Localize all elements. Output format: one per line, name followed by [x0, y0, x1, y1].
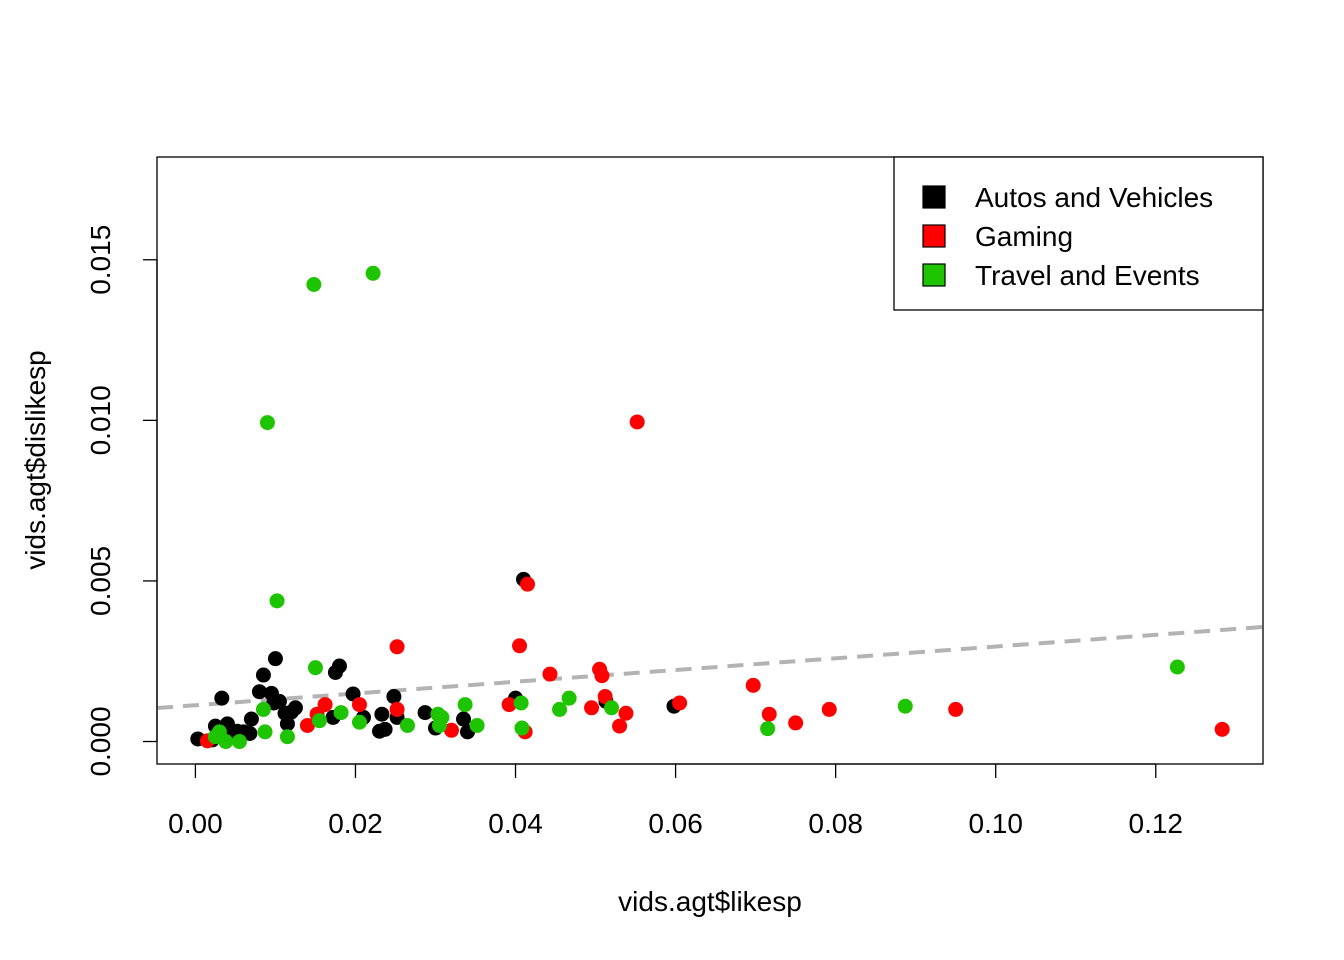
data-point	[377, 721, 393, 737]
data-point	[948, 701, 964, 717]
data-point	[520, 576, 536, 592]
data-points-layer	[190, 265, 1230, 750]
legend-label: Travel and Events	[975, 260, 1200, 291]
data-point	[512, 638, 528, 654]
data-point	[399, 717, 415, 733]
data-point	[257, 724, 273, 740]
y-axis: 0.000 0.005 0.010 0.015	[85, 225, 158, 777]
y-axis-label: vids.agt$dislikesp	[20, 350, 51, 569]
x-tick-label: 0.04	[488, 808, 543, 839]
data-point	[501, 697, 517, 713]
data-point	[269, 593, 285, 609]
data-point	[251, 684, 267, 700]
data-point	[561, 690, 577, 706]
data-point	[267, 651, 283, 667]
data-point	[514, 720, 530, 736]
data-point	[629, 414, 645, 430]
legend-swatch	[922, 185, 946, 209]
trend-line-layer	[157, 624, 1263, 711]
plot-frame	[156, 156, 1264, 765]
data-point	[307, 660, 323, 676]
y-tick-label: 0.015	[85, 225, 116, 295]
data-point	[1169, 659, 1185, 675]
data-point	[389, 701, 405, 717]
data-point	[214, 690, 230, 706]
legend-label: Gaming	[975, 221, 1073, 252]
data-point	[417, 705, 433, 721]
data-point	[552, 701, 568, 717]
x-axis-label: vids.agt$likesp	[618, 886, 802, 917]
data-point	[365, 265, 381, 281]
data-point	[218, 734, 234, 750]
data-point	[279, 729, 295, 745]
data-point	[597, 689, 613, 705]
data-point	[231, 734, 247, 750]
data-point	[745, 677, 761, 693]
data-point	[1214, 721, 1230, 737]
data-point	[255, 701, 271, 717]
data-point	[255, 667, 271, 683]
data-point	[542, 666, 558, 682]
x-tick-label: 0.08	[808, 808, 863, 839]
data-point	[287, 700, 303, 716]
trend-line	[157, 624, 1263, 711]
data-point	[469, 717, 485, 733]
data-point	[317, 697, 333, 713]
data-point	[333, 705, 349, 721]
data-point	[306, 277, 322, 293]
data-point	[604, 700, 620, 716]
data-point	[584, 700, 600, 716]
data-point	[299, 717, 315, 733]
data-point	[761, 706, 777, 722]
data-point	[351, 697, 367, 713]
data-point	[760, 721, 776, 737]
y-tick-label: 0.010	[85, 385, 116, 455]
y-tick-label: 0.005	[85, 546, 116, 616]
data-point	[456, 711, 472, 727]
data-point	[788, 715, 804, 731]
data-point	[513, 695, 529, 711]
x-tick-label: 0.12	[1129, 808, 1184, 839]
data-point	[386, 689, 402, 705]
x-tick-label: 0.02	[328, 808, 383, 839]
data-point	[897, 698, 913, 714]
data-point	[259, 415, 275, 431]
data-point	[331, 658, 347, 674]
y-tick-label: 0.000	[85, 706, 116, 776]
data-point	[821, 701, 837, 717]
data-point	[434, 709, 450, 725]
legend-swatch	[922, 263, 946, 287]
x-tick-label: 0.10	[968, 808, 1023, 839]
data-point	[271, 693, 287, 709]
data-point	[243, 711, 259, 727]
x-tick-label: 0.00	[168, 808, 223, 839]
data-point	[612, 718, 628, 734]
data-point	[672, 695, 688, 711]
data-point	[374, 706, 390, 722]
x-tick-label: 0.06	[648, 808, 703, 839]
legend: Autos and Vehicles Gaming Travel and Event…	[893, 156, 1264, 311]
data-point	[242, 725, 258, 741]
x-axis: 0.00 0.02 0.04 0.06 0.08 0.10 0.12	[168, 763, 1184, 839]
data-point	[279, 716, 295, 732]
data-point	[457, 697, 473, 713]
legend-label: Autos and Vehicles	[975, 182, 1213, 213]
legend-box	[893, 156, 1264, 311]
data-point	[389, 639, 405, 655]
data-point	[351, 714, 367, 730]
series-group	[207, 265, 1185, 750]
legend-swatch	[922, 224, 946, 248]
data-point	[594, 668, 610, 684]
data-point	[618, 705, 634, 721]
data-point	[311, 713, 327, 729]
data-point	[444, 722, 460, 738]
